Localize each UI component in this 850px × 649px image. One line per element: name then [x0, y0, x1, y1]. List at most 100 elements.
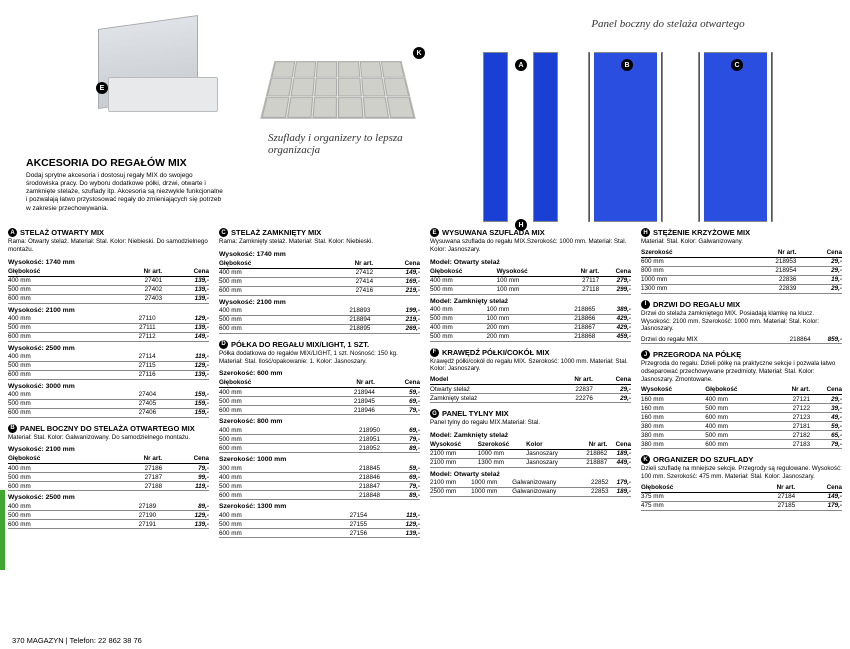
sec-head-j: JPRZEGRODA NA PÓŁKĘ: [641, 350, 842, 359]
table-row: Zamknięty stelaż2227629,-: [430, 394, 631, 403]
group-subhead: Wysokość: 1740 mm: [219, 251, 420, 258]
page-footer: 370 MAGAZYN | Telefon: 22 862 38 76: [12, 636, 142, 645]
table-row: 600 mm21895329,-: [641, 257, 842, 266]
table-row: 400 mm27110129,-: [8, 315, 209, 324]
shelf-drawer-image: E: [98, 22, 218, 132]
sec-desc: Krawędź półki/cokół do regału MIX. Szero…: [430, 358, 631, 374]
group-subhead: Szerokość: 1000 mm: [219, 456, 420, 463]
table-row: 500 mm27414169,-: [219, 277, 420, 286]
model-subhead: Model: Otwarty stelaż: [430, 259, 631, 266]
table-row: 160 mm400 mm2712129,-: [641, 395, 842, 404]
table-row: 400 mm2718679,-: [8, 464, 209, 473]
table-row: 500 mm100 mm218866429,-: [430, 314, 631, 323]
table-row: 1300 mm2283929,-: [641, 284, 842, 293]
sec-head-d: DPÓŁKA DO REGAŁU MIX/LIGHT, 1 SZT.: [219, 340, 420, 349]
table-row: 500 mm2718799,-: [8, 473, 209, 482]
marker-c: C: [731, 59, 743, 71]
price-table: 2100 mm1000 mmGalwanizowany22852179,-250…: [430, 479, 631, 497]
price-table: WysokośćGłębokośćNr art.Cena 160 mm400 m…: [641, 385, 842, 449]
group-subhead: Wysokość: 2500 mm: [8, 494, 209, 501]
table-row: Otwarty stelaż2283729,-: [430, 385, 631, 394]
sec-desc: Przegroda do regału. Dzieli półkę na pra…: [641, 360, 842, 383]
marker-a: A: [515, 59, 527, 71]
table-row: 600 mm21894679,-: [219, 406, 420, 415]
table-row: 500 mm21895179,-: [219, 435, 420, 444]
price-table: WysokośćSzerokośćKolorNr art.Cena 2100 m…: [430, 440, 631, 468]
table-row: 500 mm27111139,-: [8, 323, 209, 332]
group-subhead: Wysokość: 2100 mm: [219, 299, 420, 306]
table-row: 600 mm27188119,-: [8, 482, 209, 491]
table-row: 2500 mm1000 mmGalwanizowany22853189,-: [430, 487, 631, 496]
table-row: 160 mm500 mm2712239,-: [641, 404, 842, 413]
table-row: 600 mm21895289,-: [219, 444, 420, 453]
table-row: 380 mm500 mm2718265,-: [641, 431, 842, 440]
group-subhead: Wysokość: 1740 mm: [8, 259, 209, 266]
group-subhead: Szerokość: 600 mm: [219, 370, 420, 377]
sec-head-g: GPANEL TYLNY MIX: [430, 409, 631, 418]
table-row: 2100 mm1000 mmJasnoszary218862189,-: [430, 449, 631, 458]
table-row: 500 mm200 mm218868459,-: [430, 332, 631, 341]
sec-desc: Rama: Zamknięty stelaż. Materiał: Stal. …: [219, 238, 420, 246]
group-subhead: Wysokość: 3000 mm: [8, 383, 209, 390]
table-row: 400 mm27412149,-: [219, 268, 420, 277]
price-table: 400 mm218893199,-500 mm218894219,-600 mm…: [219, 307, 420, 334]
price-table: 400 mm27110129,-500 mm27111139,-600 mm27…: [8, 315, 209, 342]
sec-head-c: CSTELAŻ ZAMKNIĘTY MIX: [219, 228, 420, 237]
price-table: 400 mm2718989,-500 mm27190129,-600 mm271…: [8, 502, 209, 529]
table-row: 600 mm27112149,-: [8, 332, 209, 341]
table-row: Drzwi do regału MIX218864859,-: [641, 335, 842, 344]
table-row: 500 mm27155129,-: [219, 520, 420, 529]
model-subhead: Model: Zamknięty stelaż: [430, 432, 631, 439]
table-row: 400 mm27114119,-: [8, 353, 209, 362]
column-4: HSTĘŻENIE KRZYŻOWE MIX Materiał: Stal. K…: [641, 222, 842, 631]
content-columns: ASTELAŻ OTWARTY MIX Rama: Otwarty stelaż…: [8, 222, 842, 631]
price-table: SzerokośćNr art.Cena 600 mm21895329,-800…: [641, 248, 842, 294]
table-row: 400 mm218893199,-: [219, 307, 420, 316]
sec-head-k: KORGANIZER DO SZUFLADY: [641, 455, 842, 464]
blue-panel-b: [588, 52, 663, 222]
price-table: GłębokośćNr art.Cena400 mm27412149,-500 …: [219, 259, 420, 296]
table-row: 400 mm21895069,-: [219, 426, 420, 435]
price-table: 400 mm100 mm218865389,-500 mm100 mm21886…: [430, 306, 631, 342]
table-row: 600 mm218895269,-: [219, 324, 420, 333]
model-subhead: Model: Zamknięty stelaż: [430, 298, 631, 305]
table-row: 2100 mm1300 mmJasnoszary218887449,-: [430, 458, 631, 467]
main-title: AKCESORIA DO REGAŁÓW MIX: [26, 157, 226, 169]
sec-desc: Materiał: Stal. Kolor: Galwanizowany. Do…: [8, 434, 209, 442]
sec-head-e: EWYSUWANA SZUFLADA MIX: [430, 228, 631, 237]
table-row: 600 mm27191139,-: [8, 520, 209, 529]
table-row: 500 mm218894219,-: [219, 315, 420, 324]
table-row: 400 mm21894459,-: [219, 388, 420, 397]
table-row: 600 mm27416219,-: [219, 286, 420, 295]
sec-head-f: FKRAWĘDŹ PÓŁKI/COKÓŁ MIX: [430, 348, 631, 357]
sec-desc: Półka dodatkowa do regałów MIX/LIGHT, 1 …: [219, 350, 420, 366]
table-row: 400 mm27154119,-: [219, 511, 420, 520]
model-subhead: Model: Otwarty stelaż: [430, 471, 631, 478]
price-table: GłębokośćNr art.Cena 375 mm27184149,-475…: [641, 483, 842, 511]
marker-k: K: [413, 47, 425, 59]
sec-desc: Wysuwana szuflada do regału MIX.Szerokoś…: [430, 238, 631, 254]
group-subhead: Szerokość: 800 mm: [219, 418, 420, 425]
table-row: 400 mm100 mm27117279,-: [430, 276, 631, 285]
group-subhead: Wysokość: 2100 mm: [8, 307, 209, 314]
sec-desc: Dzieli szufladę na mniejsze sekcje. Prze…: [641, 465, 842, 481]
title-area: AKCESORIA DO REGAŁÓW MIX Dodaj sprytne a…: [26, 157, 226, 213]
table-row: 160 mm600 mm2712349,-: [641, 413, 842, 422]
organizer-image: [260, 61, 416, 119]
table-row: 375 mm27184149,-: [641, 492, 842, 501]
top-images-region: E K Szuflady i organizery to lepsza orga…: [18, 12, 832, 232]
page-edge-tab: [0, 490, 5, 570]
price-table: Drzwi do regału MIX218864859,-: [641, 335, 842, 344]
table-row: 300 mm21884559,-: [219, 464, 420, 473]
price-table: ModelNr art.Cena Otwarty stelaż2283729,-…: [430, 375, 631, 403]
table-row: 600 mm27406159,-: [8, 408, 209, 417]
table-row: 600 mm27116139,-: [8, 370, 209, 379]
table-row: 475 mm27185179,-: [641, 501, 842, 510]
table-row: 380 mm600 mm2718379,-: [641, 440, 842, 449]
sec-head-b: BPANEL BOCZNY DO STELAŻA OTWARTEGO MIX: [8, 424, 209, 433]
table-row: 600 mm27403139,-: [8, 294, 209, 303]
sec-desc: Drzwi do stelaża zamkniętego MIX. Posiad…: [641, 310, 842, 333]
sec-desc: Rama: Otwarty stelaż. Materiał: Stal. Ko…: [8, 238, 209, 254]
table-row: 400 mm27404159,-: [8, 391, 209, 400]
group-subhead: Szerokość: 1300 mm: [219, 503, 420, 510]
